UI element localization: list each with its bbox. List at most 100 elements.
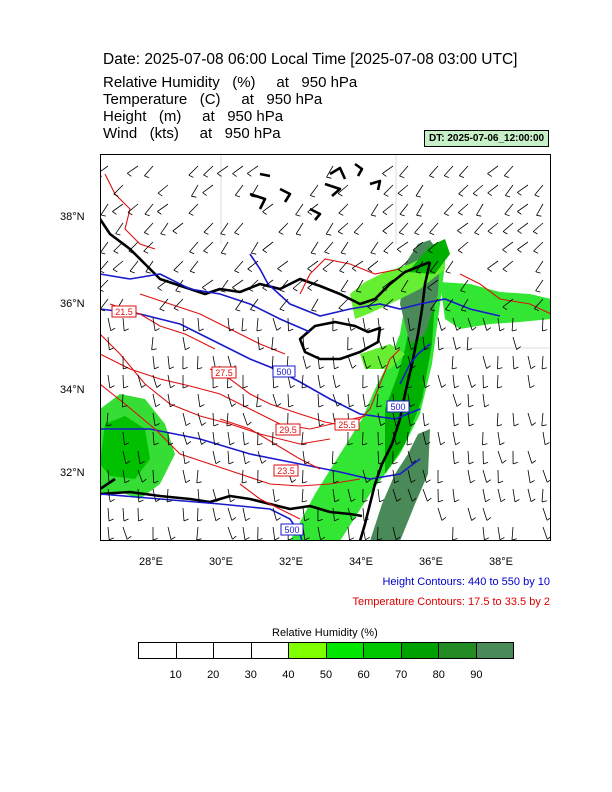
wind-barb-flag-386 (244, 537, 250, 541)
wind-barb-flag-74 (517, 230, 522, 234)
wind-barb-301 (212, 450, 217, 464)
wind-barb-flag-298 (544, 442, 550, 446)
wind-barb-flag-130 (356, 290, 362, 293)
wind-barb-flag-184 (411, 346, 416, 350)
wind-barb-flag-273 (497, 424, 503, 427)
wind-barb-flag-374 (351, 516, 357, 521)
wind-barb-85 (324, 241, 334, 253)
wind-barb-130 (382, 279, 394, 289)
wind-barb-307 (377, 450, 380, 465)
wind-barb-flag-235 (497, 386, 503, 389)
wind-barb-11 (429, 165, 439, 176)
wind-barb-flag-357 (485, 498, 491, 503)
wind-barb-flag-171 (499, 328, 505, 332)
wind-barb-flag-200 (319, 366, 325, 370)
wind-barb-15 (504, 165, 514, 176)
wind-barb-232 (467, 374, 473, 388)
wind-barb-flag-84 (262, 249, 268, 254)
wind-barb-flag-28 (458, 193, 464, 197)
wind-barb-flag-339 (110, 499, 115, 503)
wind-barb-flag-227 (362, 386, 368, 389)
wind-barb-flag-190 (123, 366, 129, 370)
wind-barb-208 (497, 355, 499, 370)
wind-barb-flag-352 (396, 498, 402, 502)
wind-barb-flag-34 (100, 214, 106, 217)
wind-barb-flag-380 (109, 537, 114, 541)
wind-barb-flag-194 (197, 367, 203, 370)
wind-barb-96 (100, 260, 109, 272)
wind-barb-19 (202, 184, 214, 194)
wind-barb-flag-5 (203, 174, 209, 178)
wind-barb-236 (121, 393, 124, 408)
wind-barb-327 (362, 469, 367, 483)
wind-barb-109 (367, 260, 379, 270)
wind-barb-53 (115, 222, 124, 234)
wind-barb-flag-109 (351, 267, 357, 272)
wind-barb-296 (497, 431, 501, 445)
wind-barb-45 (399, 203, 409, 215)
colorbar-segment-2 (214, 643, 252, 658)
wind-barb-348 (347, 488, 352, 502)
wind-barb-50 (504, 203, 514, 215)
wind-barb-flag-345 (230, 498, 235, 503)
wind-barb-flag-81 (203, 250, 209, 254)
wind-barb-139 (235, 298, 244, 310)
wind-barb-flag-142 (279, 308, 285, 312)
wind-barb-flag-258 (185, 422, 191, 426)
wind-barb-flag-66 (382, 230, 388, 235)
wind-barb-106 (322, 260, 334, 270)
wind-barb-flag-119 (157, 287, 163, 291)
wind-barb-flag-59 (220, 233, 226, 236)
wind-barb-flag-14 (459, 175, 465, 178)
wind-barb-flag-193 (182, 367, 188, 370)
wind-barb-266 (377, 412, 382, 426)
wind-barb-flag-78 (128, 250, 134, 254)
wind-barb-flag-240 (199, 404, 205, 408)
wind-barb-378 (542, 507, 548, 521)
height-contour-6 (399, 343, 431, 385)
colorbar-tick-20: 20 (207, 669, 220, 681)
height-label-2: 500 (390, 402, 405, 412)
wind-barb-flag-324 (257, 481, 263, 484)
wind-barb-275 (541, 412, 544, 426)
wind-barb-flag-52 (517, 211, 522, 215)
wind-barbs (100, 165, 551, 541)
lon-label-38e: 38°E (489, 556, 513, 568)
wind-barb-flag-368 (231, 517, 237, 521)
wind-barb-1 (127, 165, 139, 174)
wind-barb-117 (100, 279, 109, 289)
wind-barb-30 (504, 184, 514, 196)
wind-barb-flag-83 (251, 252, 257, 255)
wind-barb-144 (367, 298, 379, 308)
wind-barb-175 (182, 336, 186, 350)
wind-barb-391 (347, 526, 350, 540)
wind-barb-flag-47 (416, 214, 422, 217)
wind-barb-321 (196, 469, 199, 483)
wind-barb-12 (443, 165, 454, 176)
wind-barb-361 (107, 507, 110, 522)
wind-barb-flag-331 (410, 479, 416, 483)
wind-barb-flag-359 (514, 499, 520, 503)
wind-barb-326 (332, 469, 335, 484)
lon-label-34e: 34°E (349, 556, 373, 568)
wind-barb-flag-280 (186, 441, 192, 445)
wind-barb-flag-189 (516, 346, 521, 350)
wind-barb-8 (326, 165, 334, 178)
wind-barb-flag-145 (367, 306, 372, 310)
wind-barb-flag-274 (513, 423, 519, 427)
wind-barb-345 (272, 488, 276, 502)
wind-barb-363 (137, 507, 139, 522)
height-label-1: 500 (276, 367, 291, 377)
wind-barb-249 (376, 393, 379, 407)
wind-barb-320 (182, 469, 187, 483)
wind-barb-303 (242, 450, 246, 464)
wind-barb-80 (203, 241, 214, 252)
wind-barb-flag-332 (426, 479, 431, 483)
wind-barb-359 (527, 488, 532, 502)
wind-barb-153 (152, 317, 156, 331)
wind-barb-flag-94 (502, 249, 507, 253)
wind-barb-flag-161 (288, 328, 294, 332)
wind-barb-flag-15 (487, 173, 492, 177)
wind-barb-18 (191, 184, 199, 197)
wind-barb-201 (347, 355, 353, 369)
